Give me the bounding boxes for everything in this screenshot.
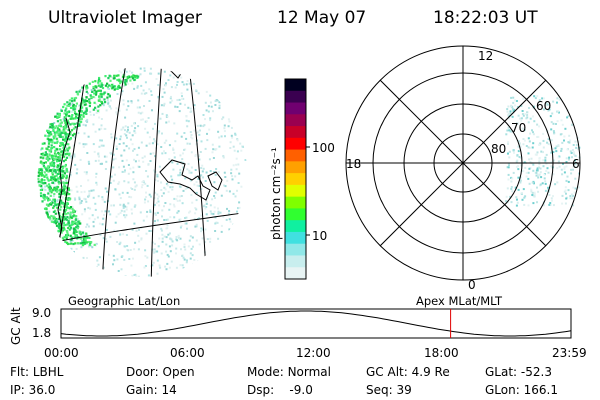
colorbar-segment	[285, 137, 306, 151]
mlat-label-60: 60	[536, 99, 552, 113]
timeline-xtick: 06:00	[170, 346, 205, 360]
colorbar-segment	[285, 267, 306, 280]
mlat-label-80: 80	[491, 142, 507, 156]
time-label: 18:22:03 UT	[433, 8, 538, 28]
status-dsp: Dsp: -9.0	[247, 383, 313, 397]
colorbar-segment	[285, 208, 306, 221]
colorbar-segment	[285, 114, 306, 127]
colorbar-segment	[285, 220, 306, 233]
mlt-spoke	[379, 79, 547, 247]
colorbar-segment	[285, 126, 306, 139]
status-glat: GLat: -52.3	[485, 365, 552, 379]
instrument-title: Ultraviolet Imager	[48, 8, 202, 28]
colorbar-segment	[285, 173, 306, 186]
status-gc-alt: GC Alt: 4.9 Re	[366, 365, 450, 379]
timeline-ymax: 9.0	[32, 306, 52, 320]
timeline-ymin: 1.8	[32, 326, 52, 340]
status-door: Door: Open	[126, 365, 195, 379]
status-glon: GLon: 166.1	[485, 383, 558, 397]
colorbar-segment	[285, 102, 306, 115]
coastline-island	[207, 171, 223, 191]
altitude-curve	[60, 310, 572, 337]
colorbar-tick-label: 100	[312, 141, 335, 155]
colorbar-segment	[285, 90, 306, 104]
timeline-xtick: 00:00	[44, 346, 79, 360]
mlt-label-6: 6	[572, 157, 580, 171]
colorbar-tick-label: 10	[312, 229, 328, 243]
colorbar-segment	[285, 184, 306, 198]
timeline-xtick: 18:00	[424, 346, 459, 360]
timeline-xtick: 23:59	[552, 346, 587, 360]
status-flt: Flt: LBHL	[10, 365, 64, 379]
meridian-line	[101, 67, 128, 277]
mlat-label-70: 70	[511, 121, 527, 135]
coastline-island	[159, 159, 211, 201]
status-seq: Seq: 39	[366, 383, 412, 397]
date-label: 12 May 07	[277, 8, 367, 28]
apex-label: Apex MLat/MLT	[416, 294, 503, 308]
mlt-label-0: 0	[468, 278, 476, 292]
status-ip: IP: 36.0	[10, 383, 56, 397]
meridian-line	[150, 67, 163, 277]
polar-emission-pixels	[505, 95, 581, 207]
colorbar-segment	[285, 196, 306, 210]
timeline-xtick: 12:00	[296, 346, 331, 360]
status-mode: Mode: Normal	[247, 365, 331, 379]
colorbar-segment	[285, 149, 306, 162]
colorbar-segment	[285, 243, 306, 257]
colorbar-segment	[285, 231, 306, 245]
mlt-label-12: 12	[478, 49, 494, 63]
mlt-label-18: 18	[346, 157, 362, 171]
timeline-ylabel: GC Alt	[9, 307, 23, 345]
geographic-label: Geographic Lat/Lon	[68, 294, 181, 308]
timeline-frame	[60, 308, 572, 339]
geo-emission-pixels	[37, 67, 247, 277]
colorbar-segment	[285, 79, 306, 92]
colorbar-segment	[285, 255, 306, 268]
colorbar-segment	[285, 161, 306, 174]
status-gain: Gain: 14	[126, 383, 177, 397]
